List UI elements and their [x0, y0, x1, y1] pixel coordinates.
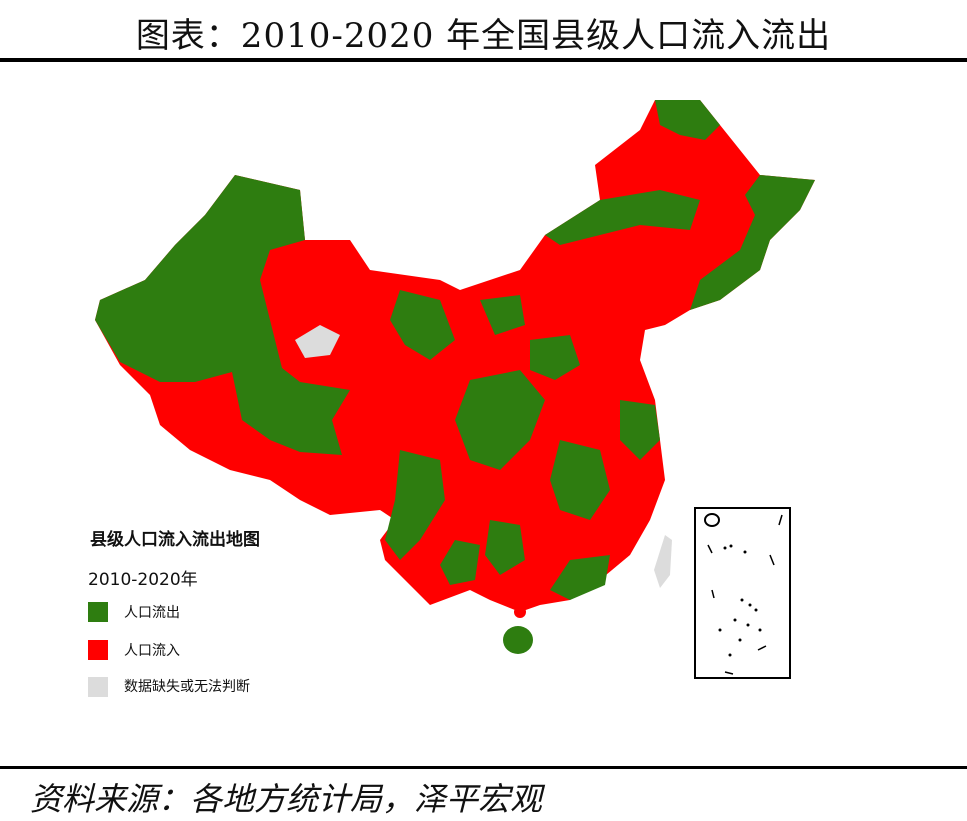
legend-swatch [88, 640, 108, 660]
title: 图表：2010-2020 年全国县级人口流入流出 [135, 16, 832, 56]
legend-swatch [88, 602, 108, 622]
source: 资料来源：各地方统计局，泽平宏观 [30, 780, 543, 818]
top-rule [0, 58, 967, 62]
legend-swatch [88, 677, 108, 697]
legend-title: 县级人口流入流出地图 [90, 529, 260, 550]
legend-label: 人口流出 [124, 605, 180, 621]
map: 县级人口流入流出地图 2010-2020年 人口流出 人口流入 数据缺失或无法判… [88, 100, 815, 697]
taiwan [654, 535, 672, 588]
bottom-rule [0, 766, 967, 769]
legend-subtitle: 2010-2020年 [88, 570, 198, 590]
legend-label: 人口流入 [124, 643, 180, 659]
island [514, 606, 526, 618]
outflow-regions [95, 100, 815, 654]
missing-region [295, 325, 340, 358]
inset-frame [694, 507, 791, 679]
legend-label: 数据缺失或无法判断 [124, 679, 250, 695]
inset-islands [704, 513, 783, 675]
